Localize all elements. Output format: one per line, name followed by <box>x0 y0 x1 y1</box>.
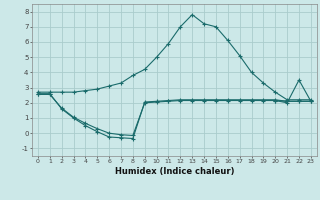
X-axis label: Humidex (Indice chaleur): Humidex (Indice chaleur) <box>115 167 234 176</box>
